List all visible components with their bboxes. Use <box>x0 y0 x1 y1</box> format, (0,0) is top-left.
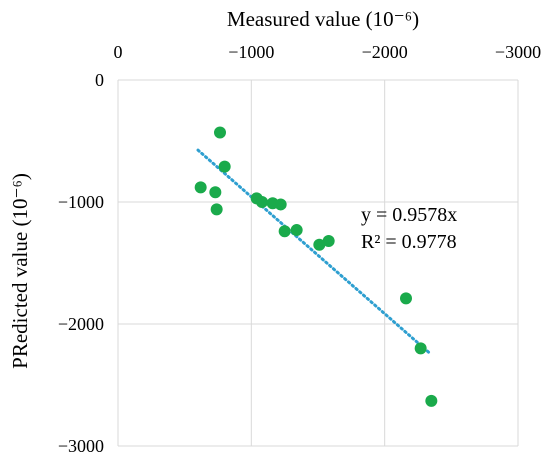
trendline-r-squared: R² = 0.9778 <box>361 231 457 253</box>
y-tick-label: −2000 <box>58 314 104 334</box>
data-point <box>218 160 231 173</box>
x-tick-label: −3000 <box>495 42 541 62</box>
x-tick-label: −1000 <box>228 42 274 62</box>
trendline-equation: y = 0.9578x <box>361 204 457 226</box>
data-point <box>400 292 412 305</box>
data-point <box>256 196 268 208</box>
data-point <box>313 238 326 251</box>
y-tick-label: −3000 <box>58 436 104 456</box>
x-tick-label: −2000 <box>362 42 408 62</box>
trendline <box>196 148 431 354</box>
y-tick-label: 0 <box>95 70 104 90</box>
data-point <box>214 126 226 139</box>
data-point <box>322 235 335 248</box>
data-point <box>425 394 438 407</box>
data-point <box>210 203 223 216</box>
data-point <box>290 224 303 237</box>
x-axis-title: Measured value (10⁻⁶) <box>227 7 419 31</box>
data-point <box>194 181 207 194</box>
data-point <box>274 198 287 211</box>
data-point <box>278 225 291 238</box>
data-point <box>209 186 222 199</box>
y-axis-title: PRedicted value (10⁻⁶) <box>8 173 32 369</box>
y-tick-label: −1000 <box>58 192 104 212</box>
data-point <box>414 342 427 355</box>
x-tick-label: 0 <box>114 42 123 62</box>
